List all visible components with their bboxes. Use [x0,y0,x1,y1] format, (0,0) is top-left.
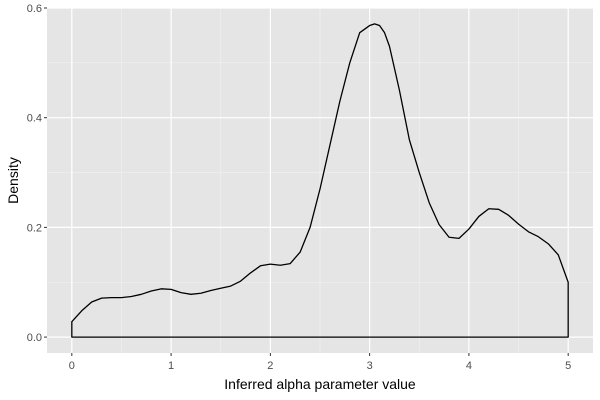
series-layer [71,23,569,338]
y-tick-label: 0.6 [27,3,42,15]
minor-gridlines [47,8,593,353]
y-tick-label: 0.0 [27,332,42,344]
y-tick-label: 0.4 [27,113,42,125]
density-line [71,23,569,338]
y-axis-title: Density [5,157,21,204]
x-axis: 0 1 2 3 4 5 [69,353,571,372]
y-axis: 0.0 0.2 0.4 0.6 [27,3,47,344]
x-tick-label: 5 [565,360,571,372]
x-axis-title: Inferred alpha parameter value [224,376,416,392]
x-tick-label: 0 [69,360,75,372]
x-tick-label: 1 [168,360,174,372]
x-tick-label: 2 [267,360,273,372]
x-tick-label: 3 [367,360,373,372]
y-tick-label: 0.2 [27,222,42,234]
x-tick-label: 4 [466,360,472,372]
